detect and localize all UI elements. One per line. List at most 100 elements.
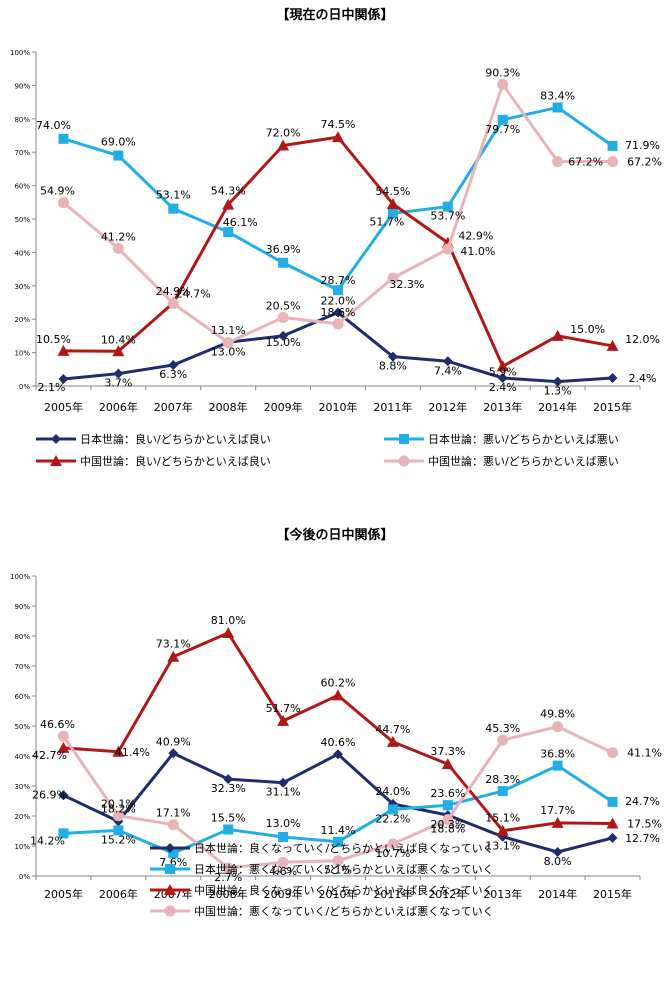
data-label: 83.4% bbox=[540, 89, 575, 102]
data-point bbox=[497, 734, 509, 746]
y-tick-label: 90% bbox=[14, 603, 30, 611]
legend-label: 日本世論：良くなっていく/どちらかといえば良くなっていく bbox=[194, 841, 494, 855]
data-label: 54.3% bbox=[211, 185, 246, 198]
data-point bbox=[442, 243, 454, 255]
data-label: 73.1% bbox=[156, 638, 191, 651]
data-label: 18.6% bbox=[321, 306, 356, 319]
data-label: 17.5% bbox=[627, 818, 662, 831]
y-tick-label: 50% bbox=[14, 216, 30, 224]
data-point bbox=[223, 774, 234, 785]
data-point bbox=[112, 242, 124, 254]
x-tick-label: 2015年 bbox=[593, 887, 632, 901]
data-label: 20.5% bbox=[266, 300, 301, 313]
data-point bbox=[58, 373, 69, 384]
chart-current-relations: 0% 10% 20% 30% 40% 50% 60% 70% 80% 90% 100% 2005年 20… bbox=[10, 49, 662, 468]
y-tick-label: 90% bbox=[14, 82, 30, 90]
series-2 bbox=[58, 760, 618, 859]
data-point bbox=[112, 345, 125, 357]
data-label: 22.0% bbox=[321, 295, 356, 308]
data-label: 7.4% bbox=[434, 364, 462, 377]
data-label: 8.8% bbox=[379, 360, 407, 373]
data-label: 36.8% bbox=[540, 748, 575, 761]
series-2 bbox=[58, 102, 618, 296]
data-point bbox=[222, 337, 234, 349]
x-tick-label: 2015年 bbox=[593, 400, 632, 414]
data-point bbox=[387, 351, 398, 362]
data-label: 5.1% bbox=[324, 864, 352, 877]
y-tick-label: 10% bbox=[14, 843, 30, 851]
data-label: 53.7% bbox=[430, 210, 465, 223]
data-label: 41.4% bbox=[115, 746, 150, 759]
data-point bbox=[113, 825, 124, 836]
x-tick-label: 2009年 bbox=[264, 887, 303, 901]
x-tick-label: 2013年 bbox=[483, 400, 522, 414]
data-label: 15.5% bbox=[211, 812, 246, 825]
data-point bbox=[606, 339, 619, 351]
data-point bbox=[332, 318, 344, 330]
data-point bbox=[551, 329, 564, 341]
data-label: 54.5% bbox=[375, 185, 410, 198]
chart-title-current: 【現在の日中関係】 bbox=[276, 8, 394, 23]
data-label: 24.7% bbox=[176, 288, 211, 301]
y-tick-label: 20% bbox=[14, 813, 30, 821]
data-point bbox=[386, 735, 399, 747]
data-point bbox=[552, 376, 563, 387]
data-label: 51.7% bbox=[369, 215, 404, 228]
data-label: 5.9% bbox=[489, 365, 517, 378]
y-tick-label: 100% bbox=[10, 573, 30, 581]
data-point bbox=[552, 102, 563, 113]
data-label: 2.4% bbox=[489, 381, 517, 394]
data-point bbox=[607, 372, 618, 383]
data-point bbox=[441, 758, 454, 770]
data-point bbox=[607, 156, 619, 168]
data-label: 23.6% bbox=[430, 787, 465, 800]
legend-marker bbox=[398, 455, 410, 467]
legend-item: 中国世論：悪い/どちらかといえば悪い bbox=[384, 454, 619, 468]
series-4 bbox=[57, 721, 619, 874]
data-label: 46.1% bbox=[223, 216, 258, 229]
data-label: 24.0% bbox=[375, 785, 410, 798]
data-point bbox=[442, 201, 453, 212]
x-tick-label: 2008年 bbox=[209, 400, 248, 414]
data-label: 15.2% bbox=[101, 833, 136, 846]
chart-title-future: 【今後の日中関係】 bbox=[276, 528, 394, 543]
data-label: 1.3% bbox=[544, 385, 572, 398]
data-label: 12.0% bbox=[625, 333, 660, 346]
legend-marker bbox=[399, 434, 409, 444]
data-point bbox=[552, 847, 563, 857]
y-tick-label: 20% bbox=[14, 316, 30, 324]
legend-item: 日本世論：悪い/どちらかといえば悪い bbox=[384, 432, 619, 446]
data-point bbox=[58, 828, 69, 839]
data-point bbox=[496, 360, 509, 372]
data-label: 13.1% bbox=[211, 324, 246, 337]
data-point bbox=[497, 372, 508, 383]
data-point bbox=[387, 208, 398, 219]
x-tick-label: 2006年 bbox=[99, 887, 138, 901]
data-label: 41.1% bbox=[627, 747, 662, 760]
data-label: 10.5% bbox=[36, 333, 71, 346]
data-point bbox=[278, 330, 289, 341]
data-point bbox=[57, 197, 69, 209]
y-tick-label: 80% bbox=[14, 116, 30, 124]
data-label: 44.7% bbox=[375, 723, 410, 736]
series-line bbox=[63, 135, 613, 368]
data-label: 42.9% bbox=[458, 230, 493, 243]
data-label: 13.1% bbox=[485, 840, 520, 853]
data-point bbox=[497, 78, 509, 90]
data-point bbox=[607, 140, 618, 151]
data-point bbox=[278, 832, 289, 842]
data-label: 32.3% bbox=[211, 782, 246, 795]
data-point bbox=[333, 307, 343, 318]
data-point bbox=[551, 816, 564, 828]
data-point bbox=[387, 838, 399, 850]
data-point bbox=[168, 848, 179, 859]
data-label: 20.1% bbox=[101, 798, 136, 811]
data-label: 14.2% bbox=[30, 834, 65, 847]
data-point bbox=[277, 856, 289, 868]
data-label: 24.7% bbox=[625, 795, 660, 808]
series-4 bbox=[57, 78, 619, 349]
data-point bbox=[112, 745, 125, 757]
data-label: 17.7% bbox=[540, 804, 575, 817]
data-label: 69.0% bbox=[101, 136, 136, 149]
legend-item: 日本世論：悪くなっていく/どちらかといえば悪くなっていく bbox=[150, 862, 494, 876]
